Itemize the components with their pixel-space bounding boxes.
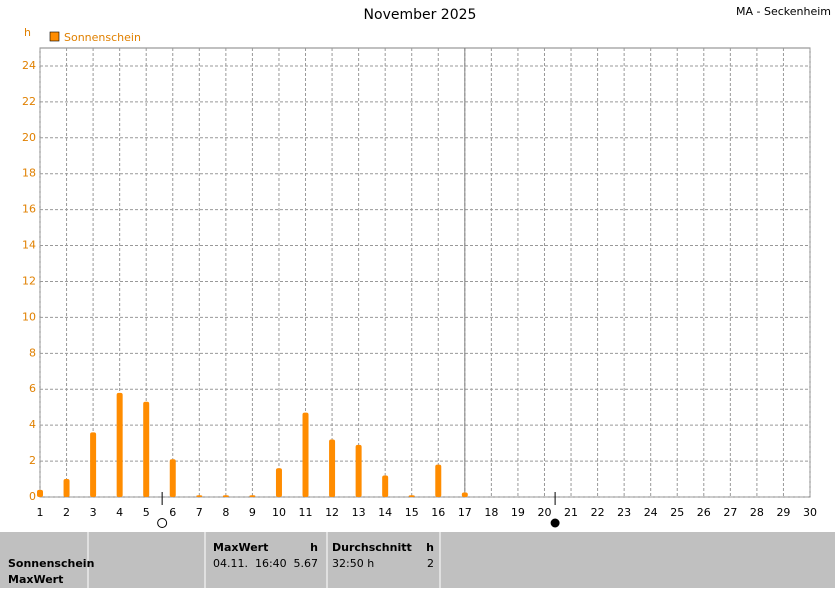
table-text: Sonnenschein [8, 557, 94, 570]
x-tick-label: 29 [776, 506, 790, 519]
bar [90, 432, 97, 497]
legend-label: Sonnenschein [64, 31, 141, 44]
x-tick-label: 10 [272, 506, 286, 519]
station-label: MA - Seckenheim [736, 5, 831, 18]
y-unit: h [24, 26, 31, 39]
bar [222, 495, 229, 497]
table-background [0, 532, 835, 588]
y-tick-label: 14 [22, 239, 36, 252]
y-tick-label: 2 [29, 454, 36, 467]
x-tick-label: 15 [405, 506, 419, 519]
x-tick-label: 5 [143, 506, 150, 519]
y-tick-label: 20 [22, 131, 36, 144]
x-tick-label: 4 [116, 506, 123, 519]
bar [249, 495, 256, 497]
table-text: 2 [427, 557, 434, 570]
x-tick-label: 17 [458, 506, 472, 519]
bar [329, 439, 336, 497]
table-text: 32:50 h [332, 557, 374, 570]
x-tick-label: 3 [90, 506, 97, 519]
table-text: 04.11. 16:40 [213, 557, 287, 570]
x-tick-label: 22 [591, 506, 605, 519]
table-text: 5.67 [294, 557, 319, 570]
x-tick-label: 24 [644, 506, 658, 519]
x-tick-label: 30 [803, 506, 817, 519]
x-tick-label: 2 [63, 506, 70, 519]
bar [461, 492, 468, 497]
x-tick-label: 27 [723, 506, 737, 519]
bar [196, 495, 203, 497]
y-tick-label: 18 [22, 167, 36, 180]
x-tick-label: 19 [511, 506, 525, 519]
legend-swatch [49, 31, 60, 42]
x-tick-label: 9 [249, 506, 256, 519]
background [0, 0, 835, 532]
x-tick-label: 11 [299, 506, 313, 519]
y-tick-label: 8 [29, 346, 36, 359]
y-tick-label: 0 [29, 490, 36, 503]
x-tick-label: 8 [222, 506, 229, 519]
bar [382, 475, 389, 497]
bar [355, 444, 362, 497]
x-tick-label: 13 [352, 506, 366, 519]
x-tick-label: 6 [169, 506, 176, 519]
x-tick-label: 12 [325, 506, 339, 519]
bar [408, 495, 415, 497]
x-tick-label: 1 [37, 506, 44, 519]
x-tick-label: 16 [431, 506, 445, 519]
table-dividers [87, 532, 441, 588]
bar [143, 401, 150, 497]
y-tick-label: 10 [22, 310, 36, 323]
table-text: MaxWert [213, 541, 268, 554]
table-text: h [426, 541, 434, 554]
bar [116, 392, 123, 497]
x-tick-label: 26 [697, 506, 711, 519]
bar [169, 459, 176, 497]
new-moon [550, 518, 560, 528]
x-tick-label: 23 [617, 506, 631, 519]
full-moon [157, 518, 168, 528]
bar [37, 489, 43, 497]
bar [435, 464, 442, 497]
table-text: MaxWert [8, 573, 63, 586]
y-tick-label: 4 [29, 418, 36, 431]
x-tick-label: 28 [750, 506, 764, 519]
y-tick-label: 24 [22, 59, 36, 72]
y-tick-label: 16 [22, 203, 36, 216]
x-tick-label: 7 [196, 506, 203, 519]
x-tick-label: 20 [537, 506, 551, 519]
x-tick-label: 21 [564, 506, 578, 519]
table-text: Durchschnitt [332, 541, 412, 554]
y-tick-label: 22 [22, 95, 36, 108]
chart-title: November 2025 [364, 7, 477, 23]
bar [302, 412, 309, 497]
y-tick-label: 6 [29, 382, 36, 395]
x-tick-label: 25 [670, 506, 684, 519]
table-text: h [310, 541, 318, 554]
bar [63, 479, 70, 497]
x-tick-label: 18 [484, 506, 498, 519]
x-tick-label: 14 [378, 506, 392, 519]
bar [275, 468, 282, 497]
y-tick-label: 12 [22, 274, 36, 287]
